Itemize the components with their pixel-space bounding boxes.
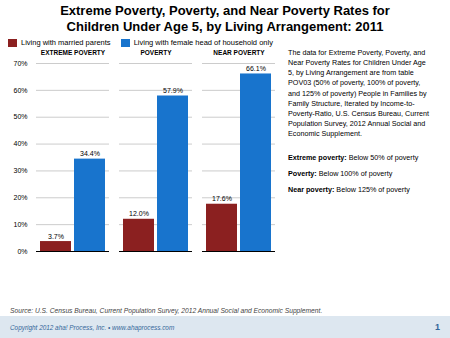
svg-text:40%: 40% [13, 140, 27, 147]
html-text:Living with married parents: Living with married parents [21, 38, 111, 48]
html-text:Poverty: Below 100% of poverty: Poverty: Below 100% of poverty [288, 169, 393, 178]
svg-text:EXTREME POVERTY: EXTREME POVERTY [41, 49, 106, 56]
svg-text:0%: 0% [17, 248, 27, 255]
html-text:Near poverty: Below 125% of po: Near poverty: Below 125% of poverty [288, 185, 410, 194]
svg-text:34.4%: 34.4% [80, 150, 100, 157]
html-text:Source: U.S. Census Bureau, Cu: Source: U.S. Census Bureau, Current Popu… [10, 307, 323, 314]
svg-text:20%: 20% [13, 194, 27, 201]
svg-text:57.9%: 57.9% [163, 87, 183, 94]
html-text:1: 1 [435, 322, 440, 332]
svg-text:NEAR POVERTY: NEAR POVERTY [213, 49, 265, 56]
svg-text:3.7%: 3.7% [48, 233, 64, 240]
html-text:Living with female head of hou: Living with female head of household onl… [133, 38, 273, 48]
svg-text:12.0%: 12.0% [129, 210, 149, 217]
svg-text:50%: 50% [13, 114, 27, 121]
svg-text:30%: 30% [13, 167, 27, 174]
svg-text:17.6%: 17.6% [212, 195, 232, 202]
svg-text:POVERTY: POVERTY [140, 49, 172, 56]
svg-text:60%: 60% [13, 87, 27, 94]
html-text:Copyright 2012 aha! Process, I: Copyright 2012 aha! Process, Inc. • www.… [10, 323, 175, 331]
svg-text:66.1%: 66.1% [246, 65, 266, 72]
svg-text:10%: 10% [13, 221, 27, 228]
html-text:The data for Extreme Poverty,: The data for Extreme Poverty, Poverty, a… [288, 48, 429, 138]
html-text:Extreme Poverty, Poverty, and: Extreme Poverty, Poverty, and Near Pover… [60, 3, 390, 34]
html-text:Extreme poverty: Below 50% of: Extreme poverty: Below 50% of poverty [288, 152, 419, 162]
svg-text:70%: 70% [13, 60, 27, 67]
